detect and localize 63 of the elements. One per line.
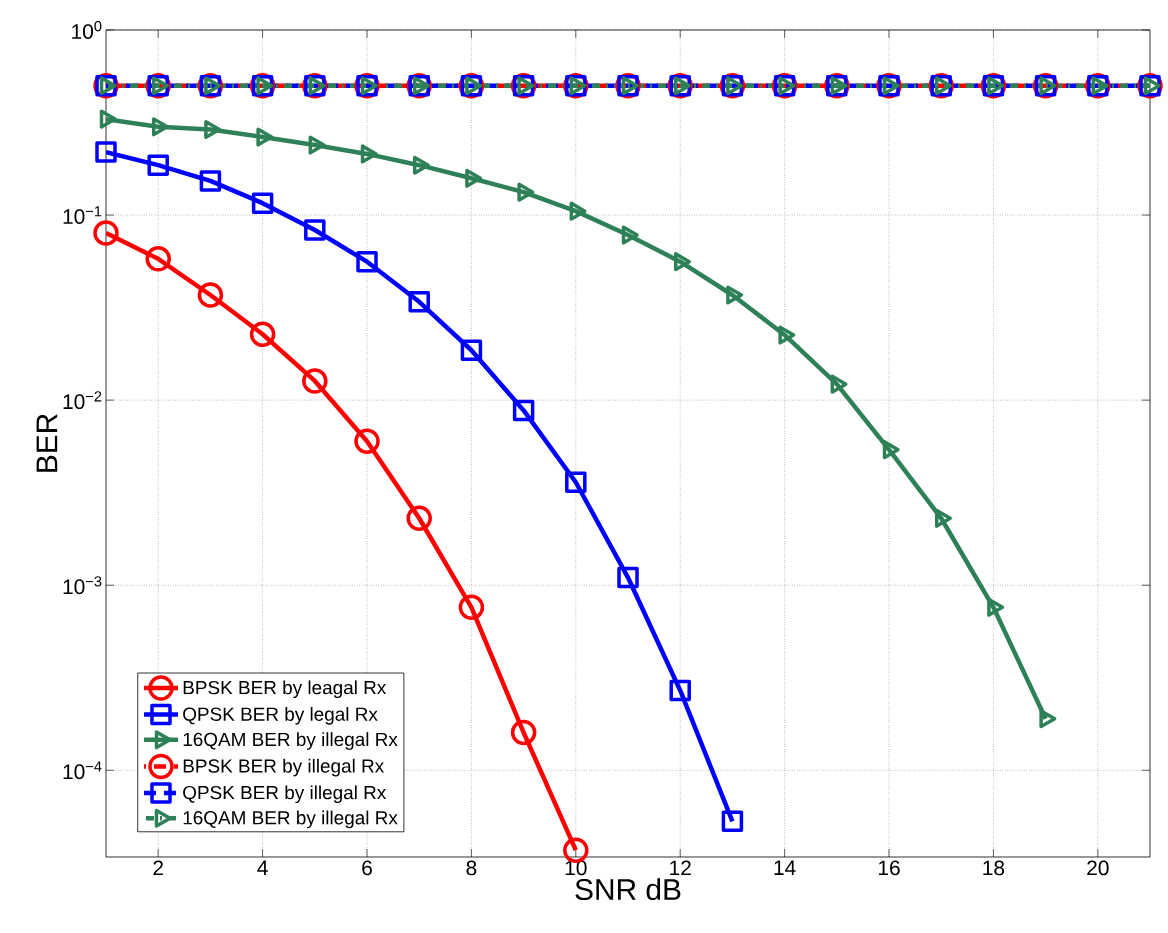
point (669, 679, 691, 702)
x-axis-title: SNR dB (575, 878, 681, 901)
point (147, 154, 169, 176)
point (197, 282, 224, 308)
point (569, 201, 587, 221)
point (302, 368, 328, 394)
y-tick-label: 10$^{0}$ (72, 21, 102, 39)
x-tick-label: 2 (153, 860, 163, 876)
point (308, 135, 326, 155)
legend-label: 16QAM BER by illegal Rx (183, 732, 398, 750)
x-tick-label: 12 (670, 860, 691, 876)
point (934, 508, 952, 528)
point (354, 428, 380, 454)
point (617, 566, 639, 589)
point (251, 192, 274, 214)
x-tick-label: 14 (774, 860, 796, 875)
point (458, 594, 485, 621)
point (151, 117, 169, 137)
y-axis-title: BER (36, 414, 58, 472)
legend-label: 16QAM BER by illegal Rx (183, 810, 398, 829)
point (565, 471, 587, 493)
x-tick-label: 16 (878, 860, 900, 876)
legend-label: BPSK BER by illegal Rx (183, 758, 384, 777)
point (304, 219, 326, 241)
x-tick-label: 8 (466, 860, 477, 876)
point (95, 141, 117, 163)
legend-label: BPSK BER by leagal Rx (183, 680, 387, 699)
point (460, 339, 483, 362)
point (406, 505, 432, 532)
point (721, 810, 744, 833)
point (199, 170, 222, 192)
point (145, 246, 171, 272)
point (256, 127, 274, 147)
point (517, 182, 535, 202)
point (408, 291, 430, 313)
point (1039, 709, 1057, 729)
point (412, 155, 430, 175)
point (93, 220, 119, 246)
point (356, 250, 378, 273)
x-tick-label: 4 (257, 860, 268, 875)
point (673, 252, 691, 272)
y-tick-label: 10$^{−4}$ (63, 761, 102, 780)
point (830, 374, 848, 394)
point (99, 109, 117, 129)
point (726, 285, 744, 305)
x-tick-label: 18 (983, 860, 1005, 876)
point (249, 321, 276, 347)
point (778, 325, 796, 345)
y-tick-label: 10$^{−2}$ (63, 391, 102, 410)
legend-label: QPSK BER by illegal Rx (183, 785, 387, 804)
x-tick-label: 10 (565, 860, 587, 876)
point (987, 597, 1005, 617)
x-tick-label: 6 (362, 860, 372, 876)
point (510, 719, 537, 746)
legend-label: QPSK BER by legal Rx (183, 706, 378, 725)
point (360, 144, 378, 164)
y-tick-label: 10$^{−1}$ (63, 206, 102, 224)
point (465, 168, 483, 188)
x-tick-label: 20 (1087, 860, 1109, 876)
point (621, 225, 639, 245)
y-tick-label: 10$^{−3}$ (63, 576, 102, 595)
point (512, 399, 535, 422)
point (882, 440, 900, 460)
